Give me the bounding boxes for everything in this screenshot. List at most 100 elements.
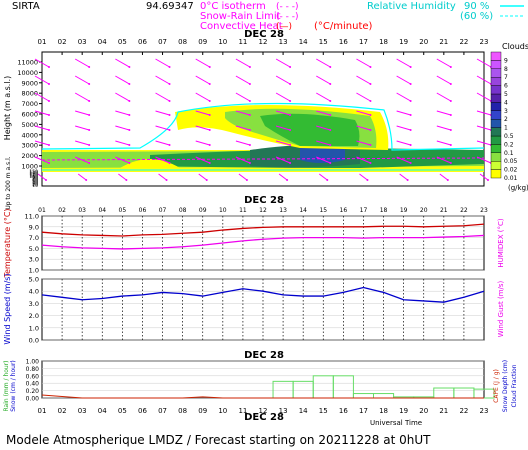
hour-label-top: 16 — [339, 38, 348, 46]
wind-arrow — [479, 173, 489, 181]
wind-arrow — [396, 58, 411, 68]
colorbar-label: 7 — [504, 74, 508, 81]
wind-arrow — [155, 140, 170, 146]
hour-label-top: 19 — [399, 38, 408, 46]
colorbar-swatch — [490, 118, 502, 128]
hour-label: 22 — [460, 207, 468, 214]
y-tick-label: 0.00 — [26, 396, 40, 403]
wind-arrow-head — [165, 179, 168, 181]
wind-arrow — [195, 92, 210, 102]
wind-arrow — [275, 110, 291, 116]
wind-arrow-head — [369, 83, 372, 85]
y-tick-label-lower: 100 — [29, 174, 38, 180]
wind-arrow-head — [446, 179, 449, 181]
panel4-date: DEC 28 — [244, 350, 284, 361]
wind-arrow-head — [289, 100, 292, 102]
wind-arrow — [359, 173, 368, 181]
hour-label: 07 — [159, 207, 167, 214]
y-tick-label-lower: 140 — [29, 170, 38, 176]
wind-arrow — [436, 156, 452, 164]
hour-label: 13 — [279, 207, 287, 214]
y-tick-label: 0.80 — [26, 366, 40, 373]
wind-arrow-head — [406, 179, 409, 181]
wind-arrow — [198, 173, 208, 181]
colorbar-unit: (g/kg) — [508, 184, 528, 192]
y-tick-label: 6000 — [21, 111, 38, 119]
wind-arrow — [476, 75, 492, 85]
y-tick-label: 4.0 — [29, 288, 39, 296]
legend-convective-unit: (°C/minute) — [314, 21, 373, 32]
legend-isotherm-style: (- - -) — [276, 2, 299, 12]
wind-arrow-head — [289, 144, 292, 146]
hour-label-top: 12 — [259, 38, 268, 46]
wind-arrow — [34, 140, 50, 146]
hour-label: 15 — [319, 207, 327, 214]
panel3-ylabel-right: Wind Gust (m/s) — [497, 280, 505, 337]
wind-arrow — [356, 110, 371, 116]
wind-arrow — [436, 110, 451, 116]
wind-arrow-head — [248, 83, 251, 85]
y-tick-label: 2000 — [21, 152, 38, 160]
wind-arrow — [195, 156, 210, 164]
colorbar-swatch — [490, 135, 502, 145]
wind-arrow-head — [48, 144, 50, 146]
hour-label: 10 — [219, 207, 227, 214]
colorbar-swatch — [490, 85, 502, 95]
wind-arrow-head — [369, 129, 372, 131]
wind-arrow — [356, 156, 371, 164]
hour-label-bottom: 22 — [459, 407, 468, 415]
hour-axis-top: 01 02 03 04 05 06 07 08 09 10 11 12 13 14 15 16 17 18 19 20… — [38, 38, 489, 46]
rh-contour — [41, 102, 485, 151]
temperature-panel: 1.0 3.0 5.0 7.0 9.0 11.001 02 03 04 05 06 07 08 09 10 1… — [25, 207, 488, 275]
colorbar-swatch — [490, 127, 502, 137]
wind-arrow-head — [487, 179, 489, 181]
wind-arrow-head — [88, 100, 91, 102]
y-tick-label: 1.00 — [26, 359, 40, 366]
hour-label-bottom: 06 — [138, 407, 147, 415]
hour-label-bottom: 16 — [339, 407, 348, 415]
wind-arrow-head — [128, 83, 131, 85]
wind-arrow-head — [48, 66, 50, 68]
wind-arrow-head — [409, 129, 412, 131]
wind-arrow — [436, 58, 452, 68]
colorbar-label: 8 — [504, 66, 508, 73]
y-tick-label-lower: 150 — [29, 169, 38, 175]
hour-label: 17 — [360, 207, 368, 214]
hour-label-bottom: 07 — [158, 407, 167, 415]
wind-arrow — [235, 92, 251, 102]
hour-label: 19 — [400, 207, 408, 214]
wind-arrow-head — [48, 83, 50, 85]
wind-arrow — [75, 110, 90, 116]
colorbar-swatch — [490, 60, 502, 70]
wind-arrow — [275, 75, 291, 85]
hour-label-bottom: 09 — [198, 407, 207, 415]
hour-axis-bottom: 01 02 03 04 05 06 07 08 09 10 11 12 13 14 15 16 17 18 19 20… — [38, 407, 489, 415]
wind-arrow — [356, 140, 371, 146]
y-tick-label-lower: 30 — [32, 181, 38, 187]
legend-right: Relative Humidity 90 % (60 %) — [367, 1, 524, 22]
y-tick-label-lower: 60 — [32, 178, 38, 184]
wind-arrow — [77, 173, 87, 181]
wind-arrow-head — [409, 162, 412, 164]
panel2-ylabel-right: HUMIDEX (°C) — [497, 218, 505, 267]
hour-label-top: 11 — [238, 38, 247, 46]
bottom-date: DEC 28 — [244, 412, 284, 423]
hour-label-bottom: 08 — [178, 407, 187, 415]
y-tick-label: 1000 — [21, 163, 38, 171]
y-tick-label: 11.0 — [25, 213, 39, 221]
legend-rh-label: Relative Humidity — [367, 1, 456, 12]
cape-line — [41, 394, 484, 399]
wind-arrow-head — [128, 100, 131, 102]
colorbar-label: 0.05 — [504, 158, 518, 165]
hour-label: 03 — [78, 207, 86, 214]
hour-label: 04 — [98, 207, 106, 214]
legend-convective-label: Convective Heat — [200, 21, 283, 32]
hour-label: 23 — [480, 207, 488, 214]
wind-arrow — [275, 156, 291, 164]
wind-arrow-head — [289, 162, 292, 164]
wind-arrow — [115, 110, 130, 116]
wind-arrow — [318, 173, 328, 181]
hour-label: 11 — [239, 207, 247, 214]
wind-arrow — [278, 173, 288, 181]
y-tick-label: 7000 — [21, 100, 38, 108]
